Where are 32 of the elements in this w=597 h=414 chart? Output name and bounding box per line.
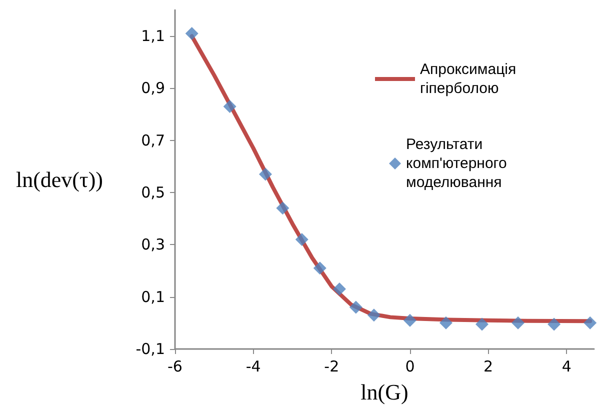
y-tick-label: 1,1 (141, 27, 165, 46)
y-tick-label: 0,7 (141, 131, 165, 150)
point (223, 100, 236, 113)
point (332, 282, 346, 296)
y-tick-label: 0,1 (141, 288, 165, 306)
point (512, 316, 525, 330)
x-tick-label: -6 (168, 358, 182, 376)
point (476, 318, 489, 331)
x-tick-label: 2 (484, 358, 494, 376)
y-tick-label: -0,1 (136, 340, 165, 358)
y-tick-label: 0,5 (141, 184, 165, 202)
y-tick-label: 0,9 (141, 79, 165, 98)
y-axis-title: ln(dev(τ)) (16, 167, 103, 192)
x-tick-label: 4 (562, 358, 572, 376)
point (276, 202, 290, 215)
point (258, 168, 272, 181)
point (295, 232, 308, 246)
x-tick-label: -4 (246, 358, 261, 376)
point (403, 314, 416, 327)
legend-label: Результати комп'ютерного моделювання (406, 136, 507, 191)
point (185, 26, 198, 40)
x-tick-label: -2 (324, 358, 340, 376)
point (313, 262, 326, 275)
point (548, 318, 561, 331)
point (584, 316, 597, 330)
legend-label: Апроксимація гіперболою (420, 61, 516, 97)
y-tick-label: 0,3 (141, 236, 165, 254)
point (349, 300, 362, 314)
point (367, 308, 380, 322)
point (439, 316, 452, 330)
x-tick-label: 0 (405, 358, 415, 376)
x-axis-title: ln(G) (360, 380, 408, 404)
